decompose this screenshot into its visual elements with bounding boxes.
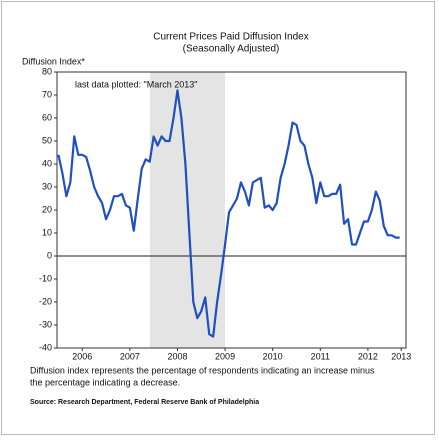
source: Source: Research Department, Federal Res… <box>30 399 259 406</box>
y-axis-label: Diffusion Index* <box>22 56 85 66</box>
plot-border <box>56 71 407 349</box>
y-tick-label: 70 <box>42 89 52 99</box>
annotation: last data plotted: "March 2013" <box>75 79 197 89</box>
y-tick-label: 30 <box>42 181 52 191</box>
y-tick-label: 0 <box>47 250 52 260</box>
y-tick-label: 40 <box>42 158 52 168</box>
x-tick-label: 2013 <box>391 351 411 361</box>
data-line <box>57 89 400 338</box>
y-tick-label: 50 <box>42 135 52 145</box>
chart-title: Current Prices Paid Diffusion Index <box>153 32 308 43</box>
y-tick-label: 20 <box>42 204 52 214</box>
y-tick-label: 80 <box>42 66 52 76</box>
x-tick-label: 2006 <box>72 351 92 361</box>
x-tick-label: 2010 <box>263 351 283 361</box>
y-tick-label: -10 <box>39 273 52 283</box>
x-tick-label: 2011 <box>311 351 330 361</box>
y-tick-label: -20 <box>39 296 52 306</box>
y-tick-label: 10 <box>42 227 52 237</box>
chart-subtitle: (Seasonally Adjusted) <box>183 44 280 55</box>
note-line: the percentage indicating a decrease. <box>30 377 180 387</box>
y-tick-label: -30 <box>39 319 52 329</box>
x-tick-label: 2008 <box>167 351 187 361</box>
x-tick-label: 2012 <box>358 351 378 361</box>
y-tick-label: -40 <box>39 342 52 352</box>
y-tick-label: 60 <box>42 112 52 122</box>
x-tick-label: 2009 <box>215 351 235 361</box>
note-line: Diffusion index represents the percentag… <box>30 365 375 375</box>
x-tick-label: 2007 <box>120 351 140 361</box>
